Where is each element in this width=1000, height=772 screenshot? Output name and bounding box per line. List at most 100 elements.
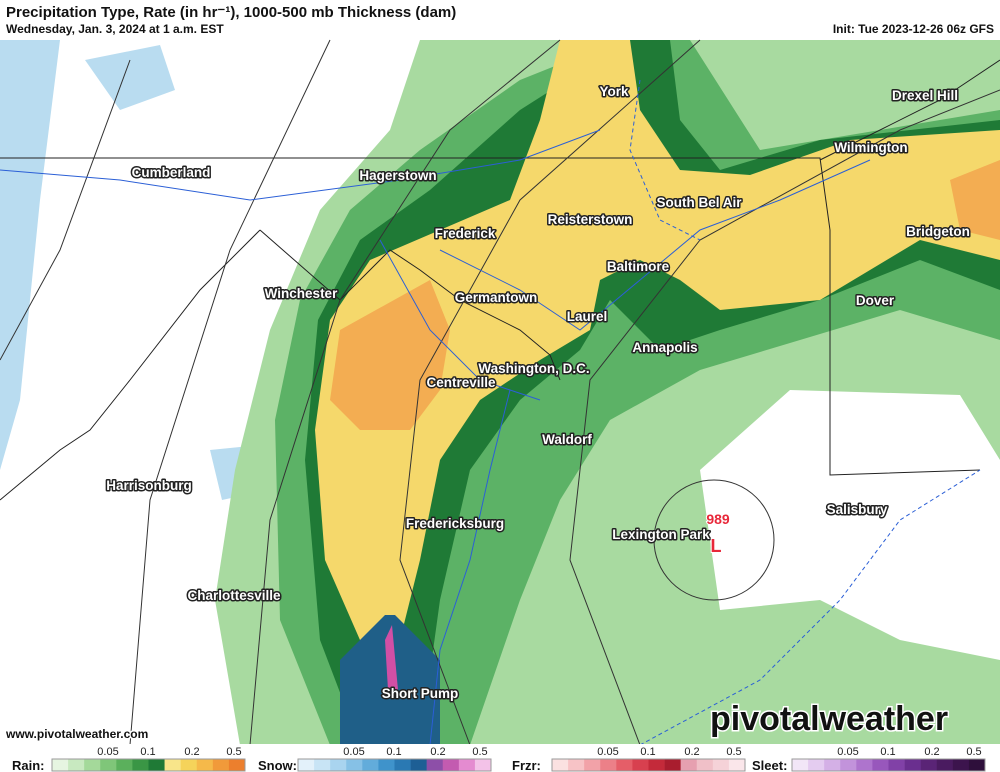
- legend-frame: [297, 758, 492, 772]
- contour: [399, 39, 701, 746]
- url: www.pivotalweather.com: [5, 727, 148, 741]
- legend-swatch: [84, 759, 101, 771]
- legend-swatch: [552, 759, 569, 771]
- snow-light: [0, 40, 60, 470]
- contour: [129, 39, 331, 746]
- city-label: Frederick: [435, 226, 496, 241]
- legend-swatch: [442, 759, 460, 771]
- legend-swatch: [664, 759, 681, 771]
- legend-swatch: [394, 759, 411, 771]
- legend-label: Snow:: [258, 758, 297, 772]
- legend-swatch: [68, 759, 85, 771]
- legend-tick-label: 0.2: [684, 746, 699, 758]
- city-label: Harrisonburg: [106, 478, 192, 493]
- legend-tick-label: 0.1: [386, 746, 401, 758]
- legend-swatch: [474, 759, 492, 771]
- legend-swatch: [888, 759, 905, 771]
- city-label: Hagerstown: [359, 168, 436, 183]
- legend-frame: [51, 758, 246, 772]
- low-symbol: L: [711, 536, 722, 556]
- state-line: [0, 229, 261, 501]
- city-label: Winchester: [265, 286, 338, 301]
- legend-swatch: [856, 759, 873, 771]
- city-label: Salisbury: [827, 502, 888, 517]
- legend-swatch: [904, 759, 921, 771]
- legend-swatch: [952, 759, 970, 771]
- thickness-contours: [0, 39, 1000, 746]
- city-label: Bridgeton: [906, 224, 970, 239]
- legend-swatch: [212, 759, 230, 771]
- mix-orange: [950, 160, 1000, 240]
- mix-yellow: [315, 40, 1000, 640]
- legend-swatch: [180, 759, 198, 771]
- river: [379, 239, 541, 401]
- legend-swatch: [872, 759, 889, 771]
- road: [429, 389, 511, 746]
- city-label: Charlottesville: [187, 588, 281, 603]
- legend-label: Rain:: [12, 758, 45, 772]
- legend-tick-label: 0.5: [226, 746, 241, 758]
- legend-swatch: [378, 759, 395, 771]
- legend-tick-label: 0.05: [97, 746, 118, 758]
- legend-swatch: [584, 759, 601, 771]
- city-label: Washington, D.C.: [478, 361, 589, 376]
- legend-label: Sleet:: [752, 758, 787, 772]
- legend-swatch: [632, 759, 649, 771]
- legend-swatch: [824, 759, 841, 771]
- city-label: Short Pump: [382, 686, 459, 701]
- freezing-line: [639, 469, 981, 746]
- legend-tick-label: 0.05: [343, 746, 364, 758]
- city-label: Lexington Park: [612, 527, 710, 542]
- snow-pink: [385, 625, 398, 690]
- legend-frame: [791, 758, 986, 772]
- legend-tick-label: 0.05: [597, 746, 618, 758]
- no-precip: [700, 390, 1000, 660]
- boundaries: [0, 59, 1000, 501]
- city-label: Centreville: [426, 375, 496, 390]
- road: [0, 129, 601, 201]
- city-label: Cumberland: [132, 165, 211, 180]
- city-label: Germantown: [455, 290, 538, 305]
- city-label: Wilmington: [834, 140, 907, 155]
- legend-tick-label: 0.2: [430, 746, 445, 758]
- rivers-roads: [0, 79, 981, 746]
- legend-swatch: [100, 759, 117, 771]
- legend-swatch: [410, 759, 427, 771]
- init-time: Init: Tue 2023-12-26 06z GFS: [833, 22, 994, 36]
- legend-swatch: [616, 759, 633, 771]
- legend-tick-label: 0.5: [472, 746, 487, 758]
- snow-light: [85, 45, 175, 110]
- legend-swatch: [164, 759, 181, 771]
- legend: Rain: 0.05 0.1 0.2 0.5 Snow: 0.05 0.1 0.2 0.5 Frzr…: [12, 746, 986, 772]
- contour: [653, 479, 775, 601]
- legend-swatch: [362, 759, 379, 771]
- legend-swatch: [792, 759, 809, 771]
- legend-swatch: [196, 759, 214, 771]
- city-label: Reisterstown: [548, 212, 633, 227]
- state-line: [259, 229, 561, 381]
- legend-swatch: [346, 759, 363, 771]
- legend-tick-label: 0.5: [726, 746, 741, 758]
- legend-swatch: [458, 759, 476, 771]
- legend-swatch: [132, 759, 149, 771]
- legend-tick-label: 0.05: [837, 746, 858, 758]
- legend-tick-label: 0.2: [924, 746, 939, 758]
- subtitle: Wednesday, Jan. 3, 2024 at 1 a.m. EST: [6, 22, 224, 36]
- legend-swatch: [680, 759, 698, 771]
- city-label: South Bel Air: [656, 195, 742, 210]
- header-bg: [0, 0, 1000, 38]
- legend-tick-label: 0.1: [880, 746, 895, 758]
- legend-swatch: [330, 759, 347, 771]
- title: Precipitation Type, Rate (in hr⁻¹), 1000…: [6, 4, 456, 21]
- legend-frame: [551, 758, 746, 772]
- legend-swatch: [568, 759, 585, 771]
- legend-tick-label: 0.2: [184, 746, 199, 758]
- legend-swatch: [936, 759, 954, 771]
- legend-swatch: [116, 759, 133, 771]
- legend-tick-label: 0.5: [966, 746, 981, 758]
- legend-label: Frzr:: [512, 758, 541, 772]
- road: [439, 159, 871, 331]
- contour: [569, 89, 1000, 746]
- legend-swatch: [728, 759, 746, 771]
